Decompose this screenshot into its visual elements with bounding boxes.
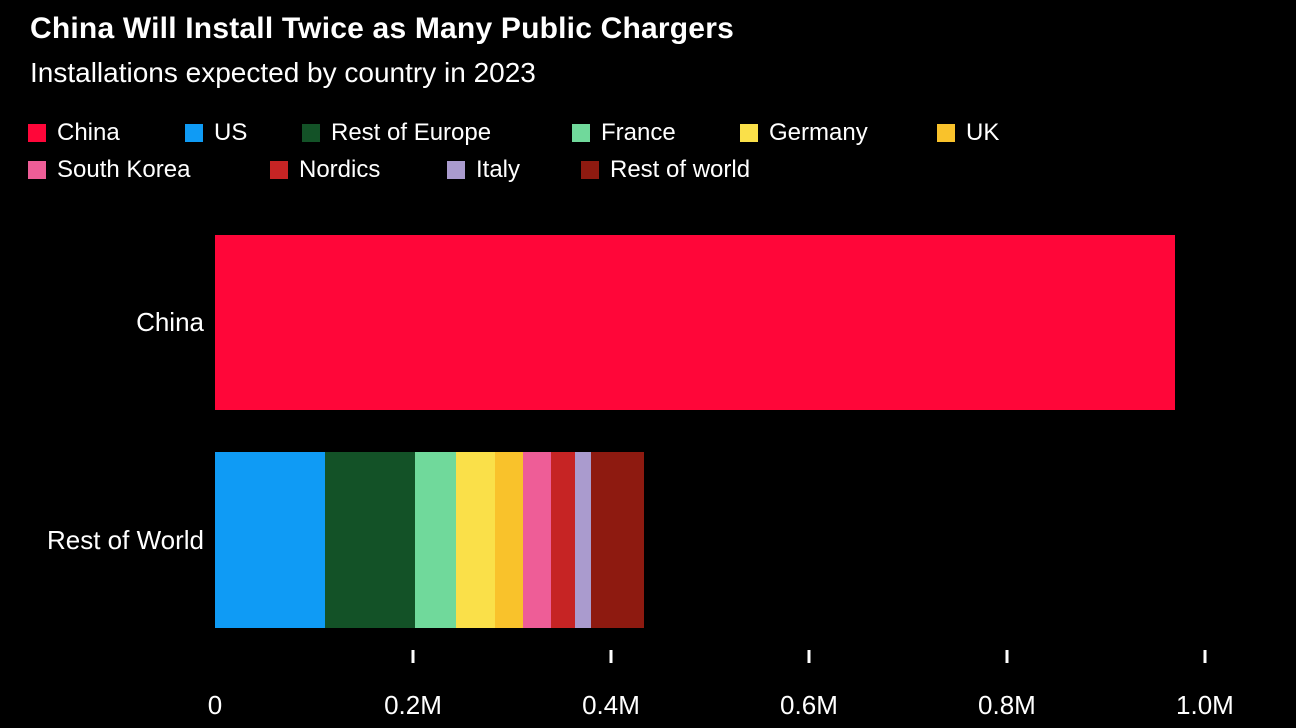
- legend-label-germany: Germany: [769, 119, 868, 146]
- x-tick-label-1-0m: 1.0M: [1176, 690, 1234, 720]
- legend-swatch-rest-of-europe: [302, 124, 320, 142]
- bar-segment-china: [215, 235, 1176, 410]
- legend-swatch-italy: [447, 161, 465, 179]
- x-tick-mark-0-4m: [609, 650, 613, 663]
- legend-label-uk: UK: [966, 119, 1000, 146]
- bar-segment-france: [414, 452, 456, 628]
- chart-title: China Will Install Twice as Many Public …: [30, 12, 734, 45]
- bar-segment-italy: [575, 452, 592, 628]
- x-tick-label-0: 0: [207, 690, 223, 720]
- x-axis: 0 0.2M 0.4M 0.6M 0.8M 1.0M: [208, 650, 1296, 728]
- legend-label-nordics: Nordics: [299, 156, 381, 183]
- legend-row-2: South Korea Nordics Italy Rest of world: [0, 157, 1296, 183]
- legend-swatch-south-korea: [28, 161, 46, 179]
- bar-row-rest-of-world: Rest of World: [0, 452, 1296, 628]
- x-tick-label-0-6m: 0.6M: [780, 690, 838, 720]
- x-tick-mark-1-0m: [1203, 650, 1207, 663]
- legend-label-us: US: [214, 119, 248, 146]
- legend-label-south-korea: South Korea: [57, 156, 191, 183]
- legend-item-italy: Italy: [447, 157, 520, 183]
- legend-swatch-rest-of-world: [581, 161, 599, 179]
- legend-row-1: China US Rest of Europe France Germany UK: [0, 120, 1296, 146]
- bar-segment-south-korea: [522, 452, 551, 628]
- legend-swatch-france: [572, 124, 590, 142]
- legend-item-south-korea: South Korea: [28, 157, 190, 183]
- legend-item-france: France: [572, 120, 676, 146]
- legend-label-rest-of-europe: Rest of Europe: [331, 119, 492, 146]
- chart-subtitle: Installations expected by country in 202…: [30, 57, 536, 88]
- legend-item-rest-of-world: Rest of world: [581, 157, 750, 183]
- legend-item-nordics: Nordics: [270, 157, 380, 183]
- x-tick-mark-0-2m: [411, 650, 415, 663]
- bar-segment-nordics: [550, 452, 576, 628]
- legend-swatch-uk: [937, 124, 955, 142]
- legend-item-uk: UK: [937, 120, 999, 146]
- legend-swatch-germany: [740, 124, 758, 142]
- legend-item-rest-of-europe: Rest of Europe: [302, 120, 491, 146]
- x-tick-mark-0-8m: [1005, 650, 1009, 663]
- bar-segment-rest-of-europe: [324, 452, 415, 628]
- bar-segment-rest-of-world: [591, 452, 644, 628]
- legend-item-us: US: [185, 120, 247, 146]
- x-tick-label-0-4m: 0.4M: [582, 690, 640, 720]
- legend-item-germany: Germany: [740, 120, 868, 146]
- bar-track-china: [215, 235, 1296, 410]
- legend-swatch-us: [185, 124, 203, 142]
- legend-item-china: China: [28, 120, 120, 146]
- legend-label-italy: Italy: [476, 156, 521, 183]
- x-tick-mark-0-6m: [807, 650, 811, 663]
- x-tick-label-0-2m: 0.2M: [384, 690, 442, 720]
- bar-track-rest-of-world: [215, 452, 1296, 628]
- bar-segment-us: [215, 452, 325, 628]
- bar-segment-germany: [455, 452, 496, 628]
- row-label-rest-of-world: Rest of World: [46, 524, 204, 555]
- bar-segment-uk: [495, 452, 523, 628]
- bar-row-china: China: [0, 235, 1296, 410]
- x-tick-label-0-8m: 0.8M: [978, 690, 1036, 720]
- legend-label-rest-of-world: Rest of world: [610, 156, 751, 183]
- legend-swatch-china: [28, 124, 46, 142]
- row-label-china: China: [136, 307, 204, 337]
- legend-label-china: China: [57, 119, 120, 146]
- legend-label-france: France: [601, 119, 676, 146]
- legend-swatch-nordics: [270, 161, 288, 179]
